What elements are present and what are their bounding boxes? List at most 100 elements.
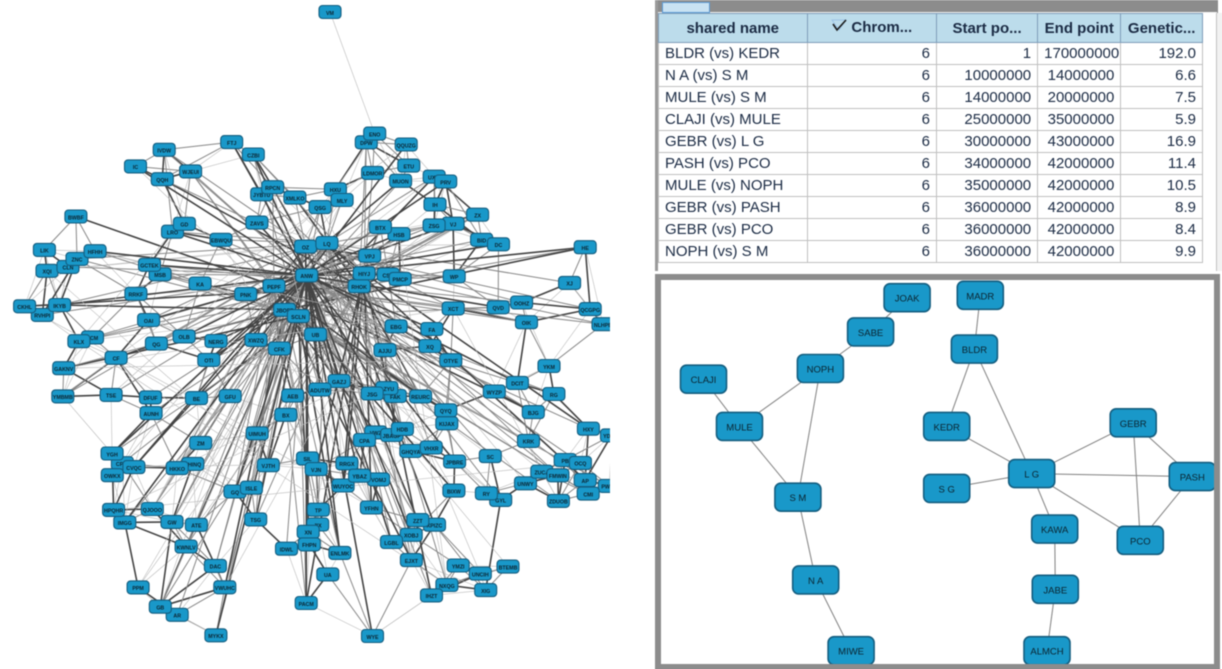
svg-text:FA: FA (429, 328, 436, 334)
svg-text:PRV: PRV (440, 180, 451, 186)
svg-text:DC: DC (495, 243, 503, 249)
svg-text:TP: TP (315, 509, 322, 515)
svg-text:PWOF: PWOF (601, 485, 610, 491)
svg-text:MIWE: MIWE (838, 647, 864, 658)
svg-text:JABE: JABE (1043, 585, 1067, 596)
svg-text:PASH: PASH (1180, 473, 1205, 484)
svg-text:BWBF: BWBF (68, 215, 85, 221)
svg-text:KLX: KLX (74, 340, 85, 346)
svg-text:AUNH: AUNH (143, 412, 158, 418)
svg-text:KA: KA (196, 282, 204, 288)
svg-text:YGH: YGH (106, 452, 118, 458)
svg-text:OAI: OAI (144, 319, 154, 325)
svg-text:VPJ: VPJ (365, 255, 375, 261)
svg-text:BJG: BJG (528, 411, 539, 417)
svg-text:LRO: LRO (167, 231, 178, 237)
svg-text:PMCP: PMCP (393, 278, 409, 284)
svg-text:YKM: YKM (543, 365, 555, 371)
svg-text:ZX: ZX (474, 214, 481, 220)
svg-text:UNWY: UNWY (517, 482, 534, 488)
svg-text:VJN: VJN (311, 468, 321, 474)
svg-text:EBWQU: EBWQU (211, 239, 231, 245)
svg-text:YDYJJ: YDYJJ (603, 434, 610, 440)
svg-text:NERG: NERG (208, 340, 223, 346)
svg-text:GAKNV: GAKNV (54, 367, 74, 373)
svg-text:QG: QG (152, 342, 160, 348)
svg-text:S M: S M (789, 493, 806, 504)
svg-text:XWZQ: XWZQ (248, 339, 264, 345)
svg-text:CZBI: CZBI (247, 153, 260, 159)
svg-text:NOPH: NOPH (807, 365, 835, 376)
svg-text:IC: IC (133, 165, 138, 171)
svg-text:GCTEK: GCTEK (140, 264, 159, 270)
svg-text:PB: PB (562, 459, 570, 465)
svg-text:WP: WP (450, 275, 459, 281)
svg-text:FTJ: FTJ (227, 141, 236, 147)
svg-text:GQ: GQ (231, 490, 239, 496)
svg-text:WYE: WYE (366, 635, 379, 641)
svg-text:YMBMB: YMBMB (53, 395, 73, 401)
svg-text:PCO: PCO (1130, 536, 1151, 547)
svg-text:OTI: OTI (204, 359, 213, 365)
svg-text:OLB: OLB (179, 335, 190, 341)
svg-text:YMZI: YMZI (452, 564, 465, 570)
svg-text:FAK: FAK (390, 395, 401, 401)
svg-text:OZ: OZ (302, 245, 310, 251)
svg-text:LIK: LIK (40, 249, 49, 255)
svg-text:HSB: HSB (393, 233, 404, 239)
svg-text:XQI: XQI (42, 270, 52, 276)
svg-text:ZSG: ZSG (429, 224, 440, 230)
svg-text:DPW: DPW (360, 141, 372, 147)
svg-text:IKYB: IKYB (53, 304, 66, 310)
svg-text:OTYE: OTYE (444, 359, 459, 365)
svg-text:CKHL: CKHL (17, 305, 32, 311)
svg-text:FHPN: FHPN (302, 543, 317, 549)
svg-text:AP: AP (582, 479, 590, 485)
svg-text:QQUZG: QQUZG (396, 143, 415, 149)
svg-text:SCLN: SCLN (291, 315, 306, 321)
svg-text:JPBRE: JPBRE (446, 460, 464, 466)
svg-text:CLAJI: CLAJI (691, 375, 717, 386)
svg-text:ZM: ZM (197, 442, 205, 448)
svg-text:MULE: MULE (726, 422, 752, 433)
svg-text:IMGG: IMGG (118, 521, 132, 527)
svg-text:RRKF: RRKF (129, 293, 144, 299)
svg-text:UNCIH: UNCIH (472, 572, 489, 578)
svg-text:HPQHR: HPQHR (104, 509, 123, 515)
svg-text:UA: UA (324, 573, 332, 579)
svg-text:XQ: XQ (426, 345, 434, 351)
svg-text:QSG: QSG (314, 206, 326, 212)
svg-text:KWNLV: KWNLV (177, 545, 196, 551)
svg-text:LQ: LQ (323, 242, 330, 248)
svg-text:CLN: CLN (63, 266, 74, 272)
svg-text:CFK: CFK (274, 347, 285, 353)
svg-text:WUYOC: WUYOC (333, 484, 353, 490)
svg-text:IVDW: IVDW (157, 149, 171, 155)
svg-text:YBAZ: YBAZ (352, 475, 367, 481)
svg-text:ANW: ANW (300, 274, 313, 280)
svg-text:UB: UB (312, 333, 320, 339)
svg-text:VM: VM (326, 11, 335, 17)
svg-text:LGBL: LGBL (384, 541, 399, 547)
svg-text:DFUF: DFUF (143, 396, 158, 402)
svg-text:AJJU: AJJU (378, 349, 392, 355)
svg-text:OWKX: OWKX (104, 474, 121, 480)
svg-text:ZDUOB: ZDUOB (549, 500, 568, 506)
svg-text:QVD: QVD (492, 306, 504, 312)
svg-text:CF: CF (113, 357, 121, 363)
svg-text:XCT: XCT (448, 307, 459, 313)
svg-text:LDMOR: LDMOR (363, 172, 383, 178)
svg-text:ETU: ETU (403, 164, 414, 170)
svg-text:RVHPI: RVHPI (34, 314, 51, 320)
svg-text:OIK: OIK (522, 321, 532, 327)
svg-text:QQH: QQH (156, 178, 168, 184)
svg-text:ISLE: ISLE (246, 487, 258, 493)
svg-text:RPCN: RPCN (265, 186, 280, 192)
svg-text:DCIT: DCIT (511, 382, 524, 388)
svg-text:XJ: XJ (566, 282, 573, 288)
svg-text:SC: SC (487, 455, 495, 461)
svg-text:ZZT: ZZT (413, 519, 423, 525)
svg-text:PEPF: PEPF (267, 285, 282, 291)
svg-text:VHXR: VHXR (424, 446, 439, 452)
svg-text:PPM: PPM (132, 586, 144, 592)
